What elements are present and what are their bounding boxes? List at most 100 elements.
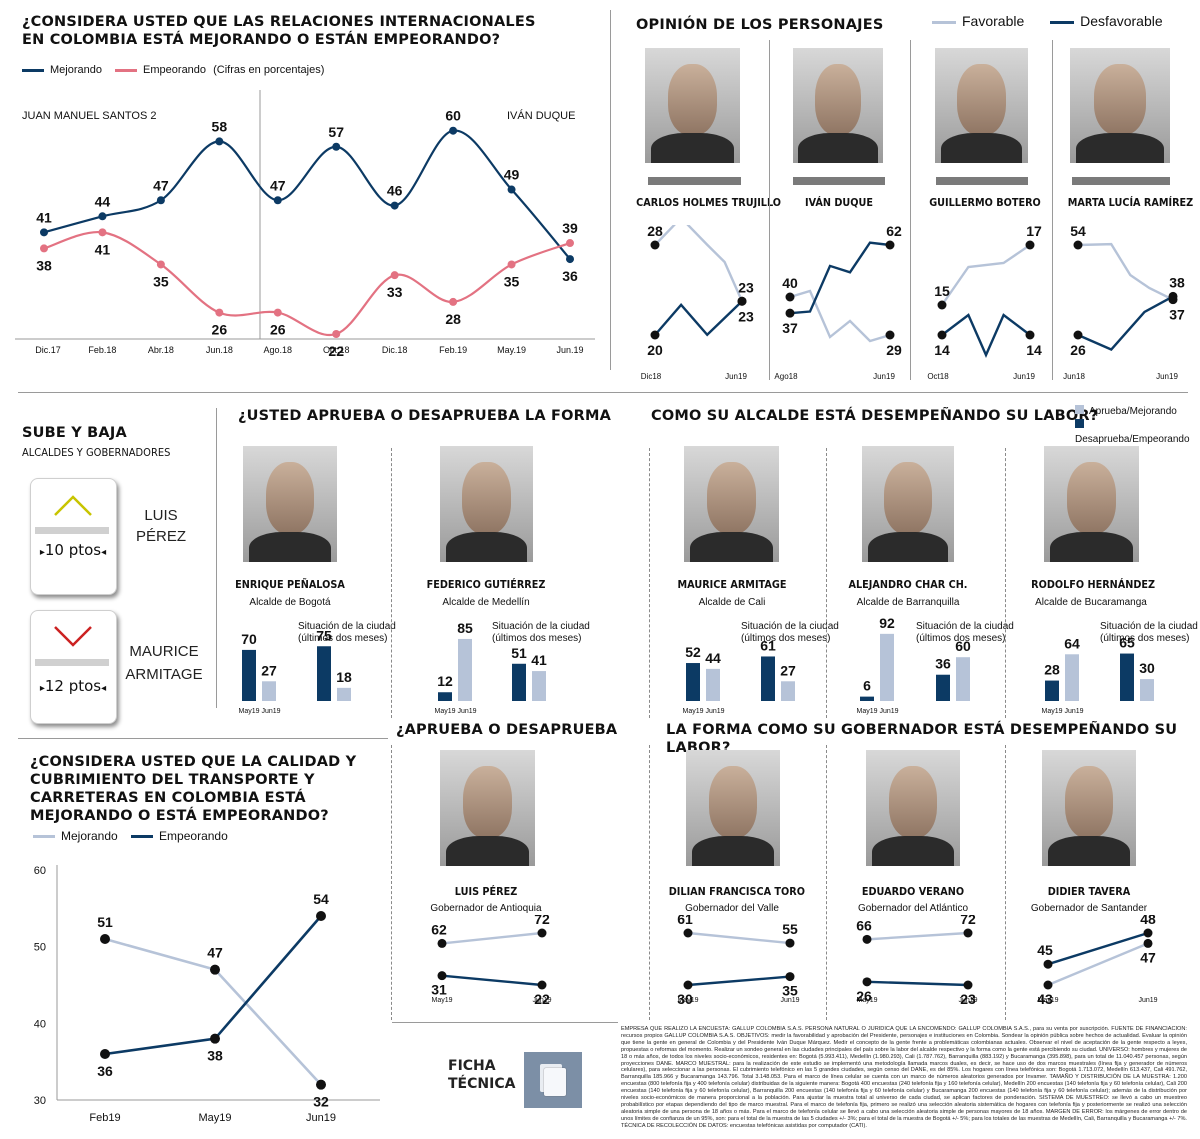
situacion-line1: Situación de la ciudad bbox=[298, 621, 396, 632]
photo-penalosa bbox=[243, 446, 337, 562]
situacion-label: Situación de la ciudad (últimos dos meses… bbox=[298, 621, 396, 645]
situacion-label: Situación de la ciudad (últimos dos meses… bbox=[1100, 621, 1198, 645]
data-label: 72 bbox=[960, 915, 976, 927]
data-point bbox=[737, 296, 747, 306]
sube-card: ▸10 ptos◂ bbox=[30, 478, 117, 595]
photo-char bbox=[862, 446, 954, 562]
mayor-role: Alcalde de Cali bbox=[698, 597, 766, 608]
data-label: 23 bbox=[738, 279, 754, 295]
bar-label: 65 bbox=[1119, 635, 1135, 651]
data-label: 55 bbox=[782, 921, 798, 937]
data-label: 17 bbox=[1026, 225, 1042, 239]
relations-legend: Mejorando Empeorando (Cifras en porcenta… bbox=[22, 64, 324, 76]
bar-label: 51 bbox=[511, 645, 527, 661]
legend-desfavorable-swatch bbox=[1050, 20, 1075, 24]
data-label: 28 bbox=[647, 225, 663, 239]
y-tick-label: 40 bbox=[34, 1018, 46, 1030]
favorable-line bbox=[941, 244, 1031, 306]
data-label: 43 bbox=[1037, 991, 1053, 1007]
legend-aprueba-label: Aprueba/Mejorando bbox=[1089, 406, 1177, 417]
data-label: 36 bbox=[562, 268, 578, 284]
data-point bbox=[650, 330, 660, 340]
sube-value: ▸10 ptos◂ bbox=[39, 541, 107, 559]
divider bbox=[910, 40, 911, 380]
bar bbox=[1120, 653, 1134, 701]
transporte-title-line3: CARRETERAS EN COLOMBIA ESTÁ bbox=[30, 790, 306, 806]
x-tick-label: May.19 bbox=[497, 345, 526, 355]
legend-mejorando-swatch bbox=[33, 835, 55, 839]
bar-label: 36 bbox=[935, 656, 951, 672]
data-point bbox=[437, 938, 447, 948]
data-label: 29 bbox=[886, 342, 902, 358]
card-divider bbox=[35, 527, 109, 534]
mayor-role: Alcalde de Bucaramanga bbox=[1035, 597, 1147, 608]
ficha-label: FICHA TÉCNICA bbox=[448, 1057, 515, 1093]
data-label: 14 bbox=[1026, 342, 1042, 358]
data-label: 47 bbox=[270, 177, 286, 193]
data-point bbox=[215, 137, 224, 146]
ficha-label-line2: TÉCNICA bbox=[448, 1076, 516, 1092]
data-label: 26 bbox=[270, 322, 286, 338]
data-label: 38 bbox=[36, 257, 52, 273]
x-tick-label: Jun.18 bbox=[206, 345, 233, 355]
bar-label: 60 bbox=[955, 638, 971, 654]
x-tick-label: Feb19 bbox=[89, 1112, 120, 1124]
transporte-title: ¿CONSIDERA USTED QUE LA CALIDAD Y CUBRIM… bbox=[30, 753, 356, 825]
bar bbox=[936, 674, 950, 701]
bar bbox=[262, 681, 276, 701]
data-label: 44 bbox=[95, 193, 111, 209]
favorable-line bbox=[789, 289, 891, 343]
data-label: 36 bbox=[97, 1063, 113, 1079]
x-tick-label: Ago.18 bbox=[264, 345, 293, 355]
data-label: 26 bbox=[856, 988, 872, 1004]
desaprueba-line bbox=[441, 974, 543, 987]
divider bbox=[649, 448, 650, 718]
x-tick-label: Jun19 bbox=[457, 708, 476, 715]
data-label: 14 bbox=[934, 342, 950, 358]
x-tick-label: Jun19 bbox=[1013, 372, 1035, 381]
bar-label: 27 bbox=[780, 662, 796, 678]
data-point bbox=[332, 330, 341, 338]
x-tick-label: Jun19 bbox=[879, 708, 898, 715]
x-tick-label: Jun19 bbox=[1138, 997, 1157, 1004]
x-tick-label: May19 bbox=[198, 1112, 231, 1124]
baja-name-line1: MAURICE bbox=[129, 643, 199, 660]
x-tick-label: Jun19 bbox=[1156, 372, 1178, 381]
data-point bbox=[937, 300, 947, 310]
governor-name: LUIS PÉREZ bbox=[454, 885, 518, 898]
photo-carlos-holmes bbox=[645, 48, 740, 163]
data-point bbox=[273, 196, 282, 205]
sube-name: LUIS PÉREZ bbox=[126, 505, 196, 547]
divider bbox=[610, 10, 611, 370]
mayor-name: ALEJANDRO CHAR CH. bbox=[848, 578, 968, 591]
data-point bbox=[963, 980, 973, 990]
legend-desfavorable-label: Desfavorable bbox=[1080, 13, 1163, 29]
governor-name: EDUARDO VERANO bbox=[861, 885, 965, 898]
x-tick-label: May19 bbox=[677, 997, 698, 1004]
data-point bbox=[98, 228, 107, 237]
legend-desaprueba-label: Desaprueba/Empeorando bbox=[1075, 434, 1190, 445]
data-point bbox=[215, 308, 224, 317]
transporte-title-line4: MEJORANDO O ESTÁ EMPEORANDO? bbox=[30, 808, 329, 824]
data-label: 22 bbox=[534, 991, 550, 1007]
data-label: 30 bbox=[677, 991, 693, 1007]
x-tick-label: Jun18 bbox=[1063, 372, 1085, 381]
arrow-down-icon bbox=[54, 626, 92, 647]
bar bbox=[438, 692, 452, 701]
data-point bbox=[98, 212, 107, 221]
photo-hernandez bbox=[1044, 446, 1139, 562]
x-tick-label: May19 bbox=[434, 708, 455, 715]
photo-gutierrez bbox=[440, 446, 533, 562]
mayor-name: MAURICE ARMITAGE bbox=[677, 578, 787, 591]
data-point bbox=[316, 1079, 326, 1090]
name-bar bbox=[793, 177, 885, 185]
x-tick-label: Jun19 bbox=[1064, 708, 1083, 715]
legend-empeorando-label: Empeorando bbox=[159, 829, 228, 843]
x-tick-label: Feb.19 bbox=[439, 345, 467, 355]
bar bbox=[686, 663, 700, 701]
data-label: 35 bbox=[153, 273, 169, 289]
person-name: IVÁN DUQUE bbox=[804, 196, 874, 209]
data-label: 54 bbox=[313, 891, 329, 907]
desfavorable-line bbox=[1077, 295, 1174, 351]
